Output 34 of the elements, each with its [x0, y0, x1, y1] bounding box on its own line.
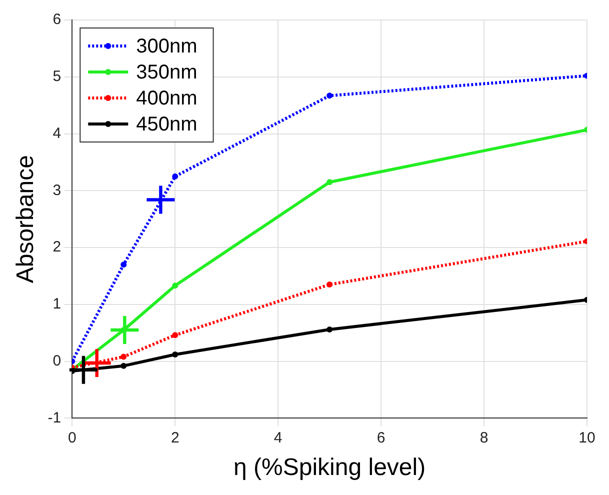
point	[326, 326, 333, 332]
point	[326, 179, 333, 186]
point	[172, 173, 178, 180]
y-tick-label: -1	[48, 409, 62, 426]
y-tick-label: 3	[52, 182, 62, 199]
x-tick-label: 4	[274, 429, 282, 446]
x-tick-label: 6	[376, 429, 386, 446]
point	[172, 351, 178, 358]
y-tick-label: 1	[52, 296, 62, 313]
x-tick-label: 8	[480, 429, 488, 446]
point	[120, 354, 127, 360]
legend-label: 300nm	[136, 36, 198, 58]
point	[326, 282, 333, 288]
point	[172, 282, 178, 289]
point	[120, 362, 127, 369]
x-tick-label: 10	[578, 429, 596, 446]
point	[326, 92, 333, 99]
y-tick-label: 0	[52, 352, 62, 370]
legend-label: 350nm	[136, 62, 198, 84]
y-tick-label: 6	[52, 11, 62, 28]
y-tick-label: 5	[52, 68, 62, 86]
y-axis-title: Absorbance	[12, 155, 40, 284]
point	[69, 356, 98, 384]
point	[172, 332, 178, 338]
point	[146, 186, 175, 214]
y-tick-label: 4	[52, 124, 62, 142]
legend-label: 450nm	[136, 114, 198, 136]
point	[120, 262, 127, 268]
x-tick-label: 2	[170, 429, 180, 446]
point	[110, 316, 139, 344]
x-tick-label: 0	[68, 429, 76, 446]
y-tick-label: 2	[52, 238, 62, 256]
x-axis-title: η (%Spiking level)	[234, 454, 426, 482]
legend-label: 400nm	[136, 88, 198, 110]
